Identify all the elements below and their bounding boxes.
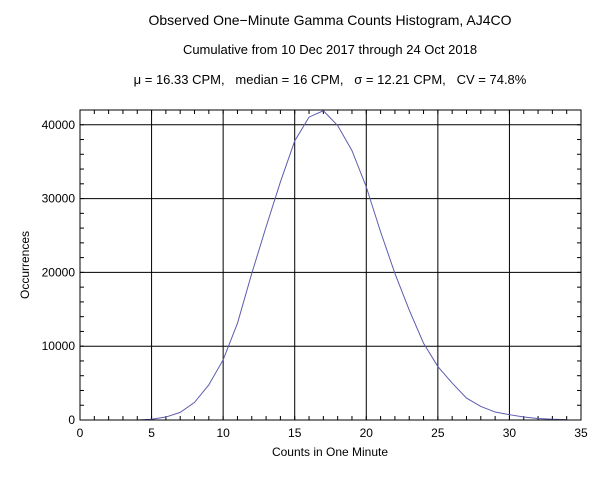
x-tick-label: 15: [288, 426, 302, 440]
y-tick-label: 30000: [42, 192, 76, 206]
x-tick-label: 0: [77, 426, 84, 440]
x-tick-label: 25: [431, 426, 445, 440]
x-tick-label: 10: [216, 426, 230, 440]
chart-subtitle: Cumulative from 10 Dec 2017 through 24 O…: [182, 42, 478, 57]
y-tick-labels: 0 10000 20000 30000 40000: [42, 118, 76, 427]
x-axis-label: Counts in One Minute: [272, 445, 388, 459]
y-axis-label: Occurrences: [18, 231, 32, 299]
x-tick-labels: 0 5 10 15 20 25 30 35: [77, 426, 588, 440]
series-line: [137, 110, 567, 421]
x-tick-label: 5: [148, 426, 155, 440]
y-tick-label: 10000: [42, 339, 76, 353]
chart-title: Observed One−Minute Gamma Counts Histogr…: [148, 12, 512, 28]
x-tick-label: 30: [503, 426, 517, 440]
y-tick-label: 20000: [42, 265, 76, 279]
plot-frame: [79, 109, 582, 421]
grid-lines: [79, 110, 582, 421]
y-tick-label: 40000: [42, 118, 76, 132]
x-tick-label: 35: [574, 426, 588, 440]
chart-stats-line: μ = 16.33 CPM, median = 16 CPM, σ = 12.2…: [133, 72, 527, 87]
y-tick-label: 0: [68, 413, 75, 427]
x-tick-label: 20: [360, 426, 374, 440]
minor-ticks: [79, 109, 582, 421]
